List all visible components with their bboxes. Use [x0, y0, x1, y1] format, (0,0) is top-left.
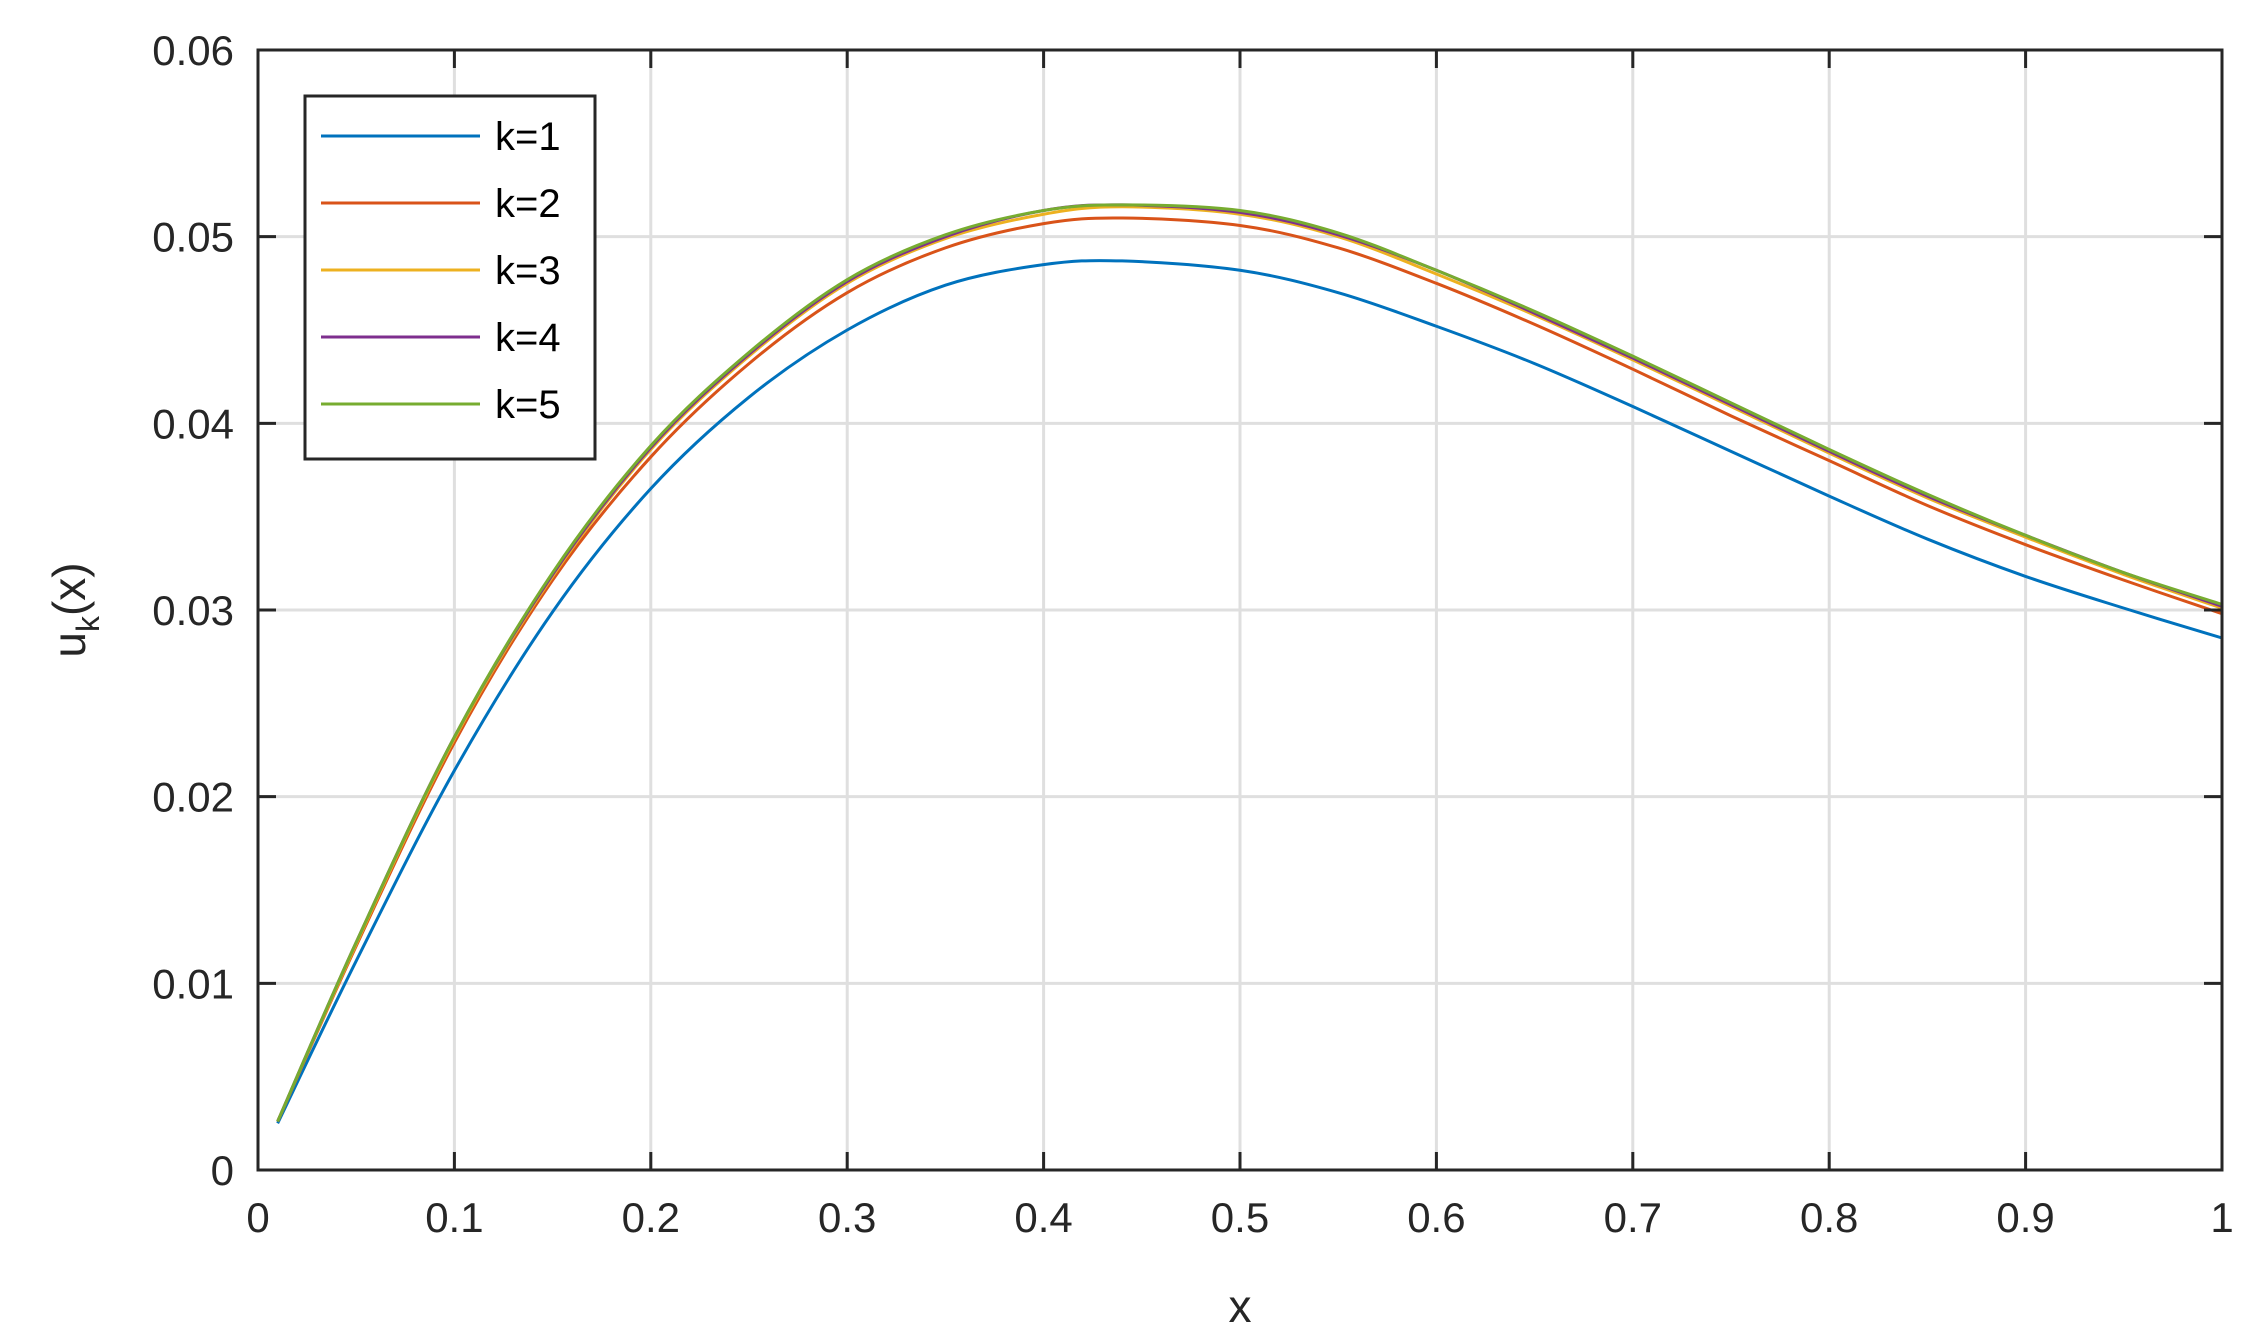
y-tick-label: 0.04: [152, 400, 234, 447]
y-tick-labels: 0 0.01 0.02 0.03 0.04 0.05 0.06: [152, 27, 234, 1194]
y-tick-label: 0: [211, 1147, 234, 1194]
legend-label: k=3: [495, 249, 561, 293]
x-tick-label: 0.5: [1211, 1194, 1269, 1241]
x-tick-label: 0.1: [425, 1194, 483, 1241]
legend-label: k=2: [495, 182, 561, 226]
y-tick-label: 0.02: [152, 774, 234, 821]
legend-box: [303, 94, 597, 461]
legend-item: k=3: [321, 249, 561, 293]
x-tick-label: 0.9: [1996, 1194, 2054, 1241]
x-tick-label: 0.6: [1407, 1194, 1465, 1241]
x-tick-label: 1: [2210, 1194, 2233, 1241]
series-lines: [276, 203, 2223, 1124]
tick-marks: [256, 48, 2224, 1172]
x-tick-labels: 0 0.1 0.2 0.3 0.4 0.5 0.6 0.7 0.8 0.9 1: [246, 1194, 2233, 1241]
series-line-k1: [276, 259, 2223, 1124]
x-tick-label: 0.7: [1604, 1194, 1662, 1241]
y-tick-label: 0.03: [152, 587, 234, 634]
legend-item: k=1: [321, 115, 561, 159]
legend-item: k=2: [321, 182, 561, 226]
y-axis-label-base: u: [43, 632, 95, 658]
y-axis-label: uk(x): [43, 562, 106, 657]
x-tick-label: 0.4: [1014, 1194, 1072, 1241]
legend-label: k=1: [495, 115, 561, 159]
legend-label: k=5: [495, 383, 561, 427]
series-line-k5: [276, 203, 2223, 1123]
x-tick-label: 0: [246, 1194, 269, 1241]
x-tick-label: 0.2: [622, 1194, 680, 1241]
y-axis-label-subscript: k: [70, 615, 106, 632]
y-tick-label: 0.05: [152, 214, 234, 261]
legend-item: k=5: [321, 383, 561, 427]
legend-item: k=4: [321, 316, 561, 360]
x-tick-label: 0.3: [818, 1194, 876, 1241]
x-axis-label: x: [1229, 1280, 1252, 1332]
series-line-k2: [276, 216, 2223, 1123]
legend: k=1 k=2 k=3 k=4 k=5: [303, 94, 597, 461]
x-tick-label: 0.8: [1800, 1194, 1858, 1241]
y-axis-label-suffix: (x): [43, 562, 95, 616]
y-tick-label: 0.06: [152, 27, 234, 74]
y-tick-label: 0.01: [152, 960, 234, 1007]
legend-label: k=4: [495, 316, 561, 360]
